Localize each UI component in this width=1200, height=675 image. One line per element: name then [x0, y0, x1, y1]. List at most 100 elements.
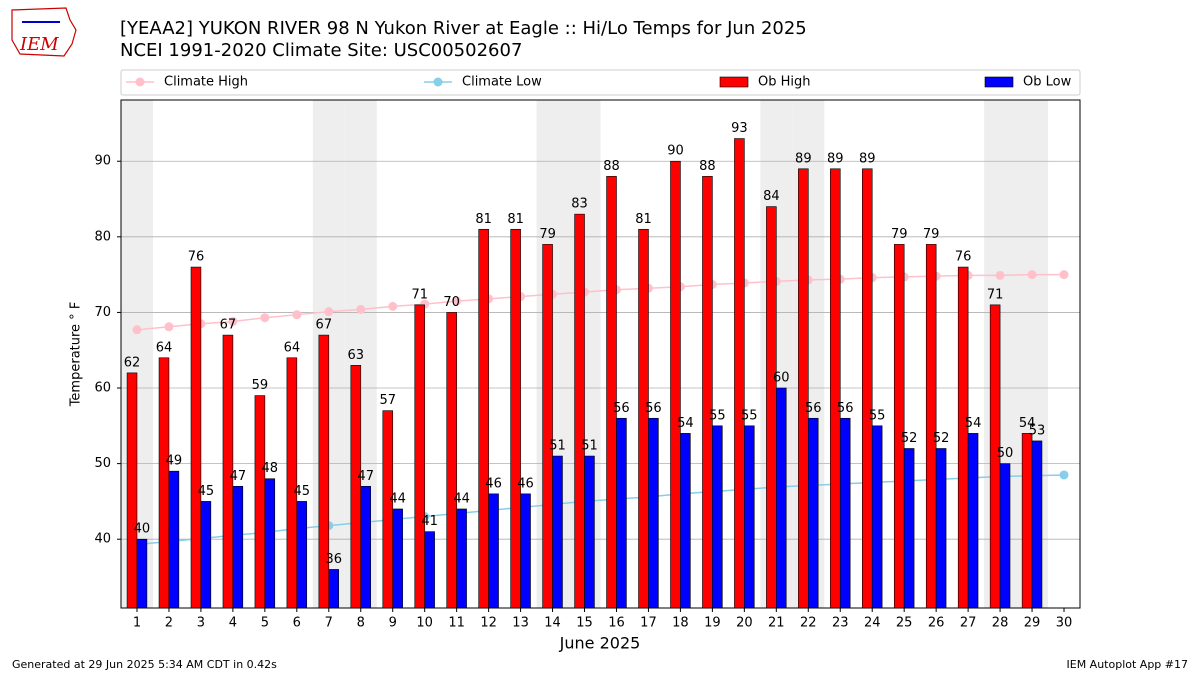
- bar-value-label: 46: [517, 476, 534, 491]
- x-tick-label: 3: [197, 616, 205, 631]
- x-tick-label: 13: [512, 616, 529, 631]
- legend-marker: [433, 77, 443, 87]
- bar-value-label: 56: [613, 401, 630, 416]
- bar: [296, 501, 308, 609]
- bar-value-label: 49: [166, 454, 183, 469]
- bar: [776, 387, 787, 609]
- bar-value-label: 54: [965, 416, 982, 431]
- footer-left: Generated at 29 Jun 2025 5:34 AM CDT in …: [12, 658, 277, 671]
- x-tick-label: 8: [357, 616, 365, 631]
- bar: [158, 357, 170, 609]
- bar: [254, 395, 266, 609]
- bar: [957, 266, 969, 609]
- bar: [222, 334, 234, 609]
- point: [228, 316, 238, 326]
- bar-value-label: 36: [325, 552, 342, 567]
- point: [452, 296, 462, 306]
- bar: [862, 168, 873, 609]
- bar-value-label: 63: [348, 348, 365, 363]
- bar-value-label: 45: [198, 484, 215, 499]
- bar: [744, 425, 755, 609]
- bar-value-label: 89: [795, 151, 812, 166]
- bar-value-label: 71: [987, 287, 1004, 302]
- bar: [680, 433, 691, 609]
- x-tick-label: 21: [768, 616, 785, 631]
- bar-value-label: 40: [134, 522, 151, 537]
- bar-value-label: 70: [443, 295, 460, 310]
- x-tick-label: 15: [576, 616, 593, 631]
- bar-value-label: 67: [220, 318, 237, 333]
- bar: [552, 455, 563, 609]
- bar: [606, 176, 617, 609]
- x-tick-label: 4: [229, 616, 237, 631]
- bar-value-label: 52: [901, 431, 918, 446]
- bar: [584, 455, 595, 609]
- bar-value-label: 81: [635, 212, 652, 227]
- y-tick-label: 70: [94, 305, 111, 320]
- bar-value-label: 89: [859, 151, 876, 166]
- x-tick-label: 9: [389, 616, 397, 631]
- x-tick-label: 29: [1024, 616, 1041, 631]
- bar: [766, 206, 777, 609]
- bar: [414, 304, 425, 609]
- footer-right: IEM Autoplot App #17: [1067, 658, 1189, 671]
- chart-title: [YEAA2] YUKON RIVER 98 N Yukon River at …: [120, 18, 807, 39]
- bar: [712, 425, 723, 609]
- bar: [734, 138, 745, 609]
- bar-value-label: 90: [667, 144, 684, 159]
- y-tick-label: 60: [94, 381, 111, 396]
- bar-value-label: 79: [539, 227, 556, 242]
- point: [1059, 470, 1069, 480]
- x-tick-label: 30: [1056, 616, 1073, 631]
- x-tick-label: 11: [448, 616, 465, 631]
- bar: [798, 168, 809, 609]
- bar-value-label: 41: [421, 514, 438, 529]
- bar: [382, 410, 394, 609]
- bar-value-label: 88: [603, 159, 620, 174]
- point: [324, 307, 334, 317]
- bar-value-label: 51: [581, 439, 598, 454]
- x-tick-label: 28: [992, 616, 1009, 631]
- point: [356, 304, 366, 314]
- x-tick-label: 25: [896, 616, 913, 631]
- bar: [232, 485, 244, 609]
- y-tick-label: 40: [94, 532, 111, 547]
- logo-text: IEM: [19, 34, 59, 55]
- logo-outline: [11, 7, 77, 57]
- legend-label: Climate Low: [462, 75, 542, 90]
- x-tick-label: 22: [800, 616, 817, 631]
- bar: [286, 357, 298, 609]
- bar: [360, 485, 371, 609]
- bar-value-label: 93: [731, 121, 748, 136]
- bar: [392, 508, 403, 609]
- bar: [478, 228, 489, 609]
- bar-value-label: 79: [923, 227, 940, 242]
- bar: [830, 168, 841, 609]
- legend-box: [120, 69, 1081, 96]
- x-axis-label: June 2025: [559, 634, 641, 653]
- bar: [446, 312, 457, 609]
- bar: [318, 334, 330, 609]
- x-tick-label: 17: [640, 616, 657, 631]
- bar-value-label: 48: [262, 461, 279, 476]
- y-tick-label: 50: [94, 456, 111, 471]
- bar-value-label: 67: [316, 318, 333, 333]
- x-tick-label: 12: [480, 616, 497, 631]
- bar: [999, 463, 1011, 609]
- bar: [1031, 440, 1043, 609]
- y-axis-label: Temperature ° F: [69, 302, 84, 408]
- bar: [350, 365, 362, 609]
- point: [388, 301, 398, 311]
- y-tick-label: 90: [94, 154, 111, 169]
- x-tick-label: 16: [608, 616, 625, 631]
- bar-value-label: 55: [741, 408, 758, 423]
- bar-value-label: 84: [763, 189, 780, 204]
- bar: [168, 470, 180, 609]
- bar: [871, 425, 883, 609]
- bar: [638, 228, 649, 609]
- legend-label: Climate High: [164, 75, 248, 90]
- bar-value-label: 62: [124, 355, 141, 370]
- bar-value-label: 89: [827, 151, 844, 166]
- bar-value-label: 81: [475, 212, 492, 227]
